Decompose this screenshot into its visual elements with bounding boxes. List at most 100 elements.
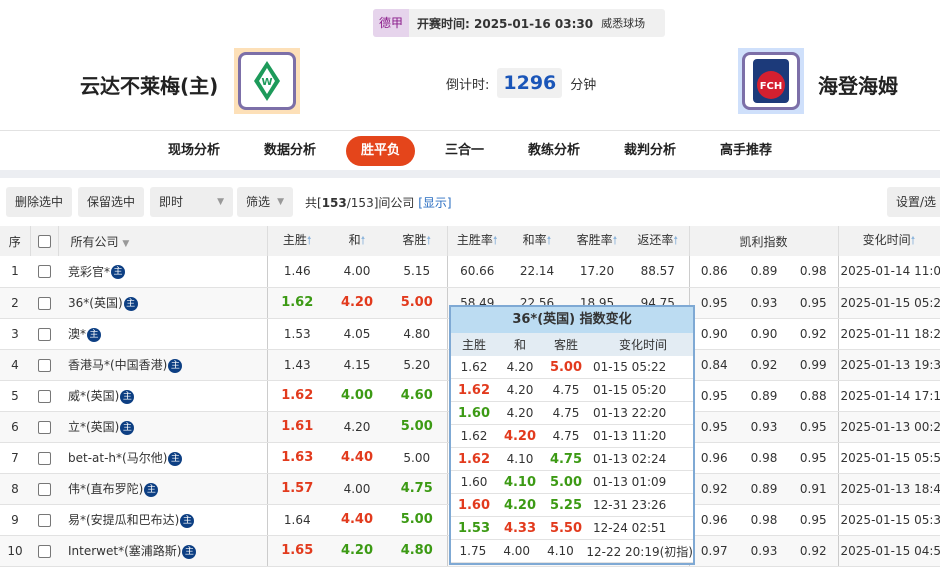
company-name[interactable]: 36*(英国) bbox=[68, 296, 123, 310]
col-company[interactable]: 所有公司 ▼ bbox=[58, 226, 268, 256]
odds-cell[interactable]: 1.43 bbox=[266, 349, 327, 381]
odds-cell[interactable]: 1.62 bbox=[266, 287, 327, 319]
odds-cell[interactable]: 1.63 bbox=[266, 442, 327, 474]
change-time[interactable]: 2025-01-15 05:22 bbox=[837, 287, 940, 319]
change-time[interactable]: 2025-01-15 05:52 bbox=[837, 442, 940, 474]
odds-cell[interactable]: 1.64 bbox=[266, 504, 327, 536]
row-checkbox[interactable] bbox=[30, 318, 58, 350]
odds-cell[interactable]: 4.20 bbox=[327, 535, 387, 567]
change-time[interactable]: 2025-01-13 18:48 bbox=[837, 473, 940, 505]
col-draw-rate[interactable]: 和率🠕 bbox=[507, 226, 567, 256]
odds-cell[interactable]: 4.05 bbox=[327, 318, 387, 350]
col-home-rate[interactable]: 主胜率🠕 bbox=[447, 226, 507, 256]
company-name[interactable]: 威*(英国) bbox=[68, 389, 120, 403]
company-name[interactable]: Interwet*(塞浦路斯) bbox=[68, 544, 182, 558]
odds-cell[interactable]: 5.00 bbox=[387, 411, 447, 443]
odds-cell[interactable]: 5.00 bbox=[387, 442, 447, 474]
company-cell[interactable]: 香港马*(中国香港) 主 bbox=[58, 349, 267, 381]
odds-cell[interactable]: 1.57 bbox=[266, 473, 327, 505]
odds-cell[interactable]: 4.15 bbox=[327, 349, 387, 381]
row-checkbox[interactable] bbox=[30, 442, 58, 474]
tab-0[interactable]: 现场分析 bbox=[167, 142, 220, 158]
company-cell[interactable]: bet-at-h*(马尔他) 主 bbox=[58, 442, 267, 474]
odds-cell[interactable]: 1.53 bbox=[266, 318, 327, 350]
main-badge-icon[interactable]: 主 bbox=[168, 451, 183, 466]
odds-cell[interactable]: 1.65 bbox=[266, 535, 327, 567]
odds-cell[interactable]: 4.60 bbox=[387, 380, 447, 412]
main-badge-icon[interactable]: 主 bbox=[111, 265, 126, 280]
row-checkbox[interactable] bbox=[30, 411, 58, 443]
table-row[interactable]: 8 伟*(直布罗陀) 主 1.57 4.00 4.75 0.92 0.89 0.91 2025-… bbox=[0, 473, 940, 505]
row-checkbox[interactable] bbox=[30, 535, 58, 567]
odds-cell[interactable]: 4.40 bbox=[327, 504, 387, 536]
keep-selected-button[interactable]: 保留选中 bbox=[78, 187, 145, 217]
table-row[interactable]: 1 竞彩官* 主 1.46 4.00 5.15 60.66 22.14 17.20 88.57 0… bbox=[0, 256, 940, 288]
odds-cell[interactable]: 4.40 bbox=[327, 442, 387, 474]
company-cell[interactable]: 澳* 主 bbox=[58, 318, 267, 350]
show-link[interactable]: [显示] bbox=[418, 196, 452, 210]
col-draw[interactable]: 和🠕 bbox=[327, 226, 387, 256]
odds-cell[interactable]: 1.61 bbox=[266, 411, 327, 443]
tab-4[interactable]: 教练分析 bbox=[528, 142, 581, 158]
main-badge-icon[interactable]: 主 bbox=[180, 513, 195, 528]
main-badge-icon[interactable]: 主 bbox=[120, 420, 135, 435]
main-badge-icon[interactable]: 主 bbox=[123, 296, 138, 311]
col-time[interactable]: 变化时间🠕 bbox=[838, 226, 940, 256]
row-checkbox[interactable] bbox=[30, 504, 58, 536]
odds-cell[interactable]: 5.00 bbox=[387, 287, 447, 319]
row-checkbox[interactable] bbox=[30, 287, 58, 319]
company-name[interactable]: 易*(安提瓜和巴布达) bbox=[68, 513, 180, 527]
main-badge-icon[interactable]: 主 bbox=[87, 327, 102, 342]
change-time[interactable]: 2025-01-14 17:18 bbox=[837, 380, 940, 412]
odds-cell[interactable]: 5.20 bbox=[387, 349, 447, 381]
home-team-name[interactable]: 云达不莱梅(主) bbox=[80, 74, 219, 98]
company-cell[interactable]: 竞彩官* 主 bbox=[58, 256, 267, 288]
company-name[interactable]: 竞彩官* bbox=[68, 264, 111, 279]
odds-cell[interactable]: 5.15 bbox=[387, 256, 447, 288]
company-cell[interactable]: 36*(英国) 主 bbox=[58, 287, 267, 319]
tab-1[interactable]: 数据分析 bbox=[263, 142, 316, 158]
away-team-name[interactable]: 海登海姆 bbox=[818, 74, 898, 98]
change-time[interactable]: 2025-01-15 04:51 bbox=[837, 535, 940, 567]
tab-6[interactable]: 高手推荐 bbox=[720, 142, 773, 158]
odds-cell[interactable]: 4.75 bbox=[387, 473, 447, 505]
company-cell[interactable]: Interwet*(塞浦路斯) 主 bbox=[58, 535, 267, 567]
odds-cell[interactable]: 4.00 bbox=[327, 256, 387, 288]
change-time[interactable]: 2025-01-15 05:31 bbox=[837, 504, 940, 536]
company-cell[interactable]: 易*(安提瓜和巴布达) 主 bbox=[58, 504, 267, 536]
filter-dropdown[interactable]: 筛选 ▼ bbox=[237, 187, 293, 217]
row-checkbox[interactable] bbox=[30, 349, 58, 381]
company-cell[interactable]: 立*(英国) 主 bbox=[58, 411, 267, 443]
company-name[interactable]: 香港马*(中国香港) bbox=[68, 358, 168, 372]
odds-cell[interactable]: 4.00 bbox=[327, 473, 387, 505]
select-all-checkbox[interactable] bbox=[30, 226, 59, 256]
company-name[interactable]: 澳* bbox=[68, 327, 87, 341]
col-return[interactable]: 返还率🠕 bbox=[627, 226, 690, 256]
row-checkbox[interactable] bbox=[30, 473, 58, 505]
delete-selected-button[interactable]: 删除选中 bbox=[6, 187, 73, 217]
main-badge-icon[interactable]: 主 bbox=[168, 358, 183, 373]
main-badge-icon[interactable]: 主 bbox=[144, 482, 159, 497]
change-time[interactable]: 2025-01-13 00:29 bbox=[837, 411, 940, 443]
col-away[interactable]: 客胜🠕 bbox=[387, 226, 448, 256]
odds-cell[interactable]: 1.46 bbox=[266, 256, 327, 288]
company-cell[interactable]: 威*(英国) 主 bbox=[58, 380, 267, 412]
odds-cell[interactable]: 4.80 bbox=[387, 318, 447, 350]
col-home[interactable]: 主胜🠕 bbox=[266, 226, 327, 256]
company-name[interactable]: bet-at-h*(马尔他) bbox=[68, 451, 168, 465]
odds-cell[interactable]: 4.00 bbox=[327, 380, 387, 412]
main-badge-icon[interactable]: 主 bbox=[120, 389, 135, 404]
mode-select[interactable]: 即时 ▼ bbox=[150, 187, 233, 217]
odds-cell[interactable]: 4.20 bbox=[327, 287, 387, 319]
company-name[interactable]: 立*(英国) bbox=[68, 420, 120, 434]
col-away-rate[interactable]: 客胜率🠕 bbox=[567, 226, 627, 256]
odds-cell[interactable]: 1.62 bbox=[266, 380, 327, 412]
settings-button[interactable]: 设置/选 bbox=[887, 187, 940, 217]
odds-cell[interactable]: 4.20 bbox=[327, 411, 387, 443]
change-time[interactable]: 2025-01-13 19:39 bbox=[837, 349, 940, 381]
tab-2[interactable]: 胜平负 bbox=[345, 135, 415, 166]
away-team-logo[interactable]: FCH bbox=[738, 48, 804, 114]
tab-5[interactable]: 裁判分析 bbox=[624, 142, 677, 158]
odds-cell[interactable]: 5.00 bbox=[387, 504, 447, 536]
home-team-logo[interactable]: W bbox=[234, 48, 300, 114]
